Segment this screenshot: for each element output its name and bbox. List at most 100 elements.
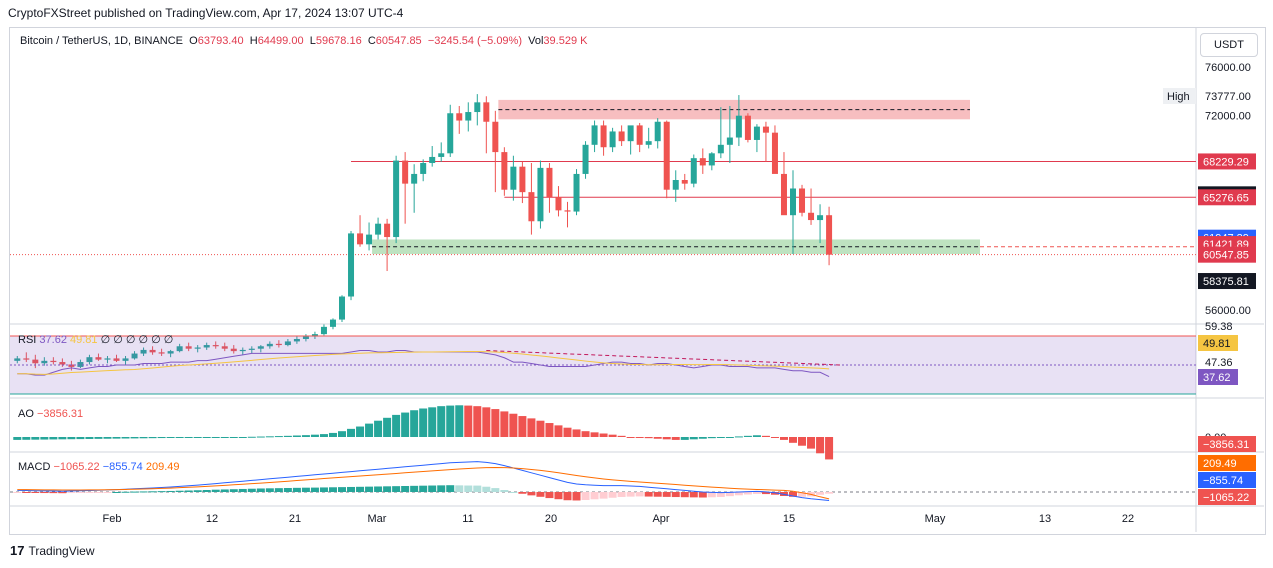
time-tick-label: 21 [289, 513, 301, 525]
candle-body [600, 125, 607, 148]
candle-body [375, 223, 382, 235]
candle-body [41, 360, 48, 364]
macd-histogram-bar [572, 492, 581, 501]
ao-bar [464, 405, 473, 437]
candle-body [257, 346, 264, 349]
vol-value: 39.529 K [543, 35, 588, 47]
vol-label: Vol [528, 35, 544, 47]
candle-body [393, 160, 400, 238]
ao-bar [455, 405, 464, 437]
time-tick-label: 22 [1122, 513, 1134, 525]
ao-bar [265, 436, 274, 438]
ao-bar [383, 417, 392, 437]
candle-body [248, 348, 255, 350]
close-label: C [367, 35, 376, 47]
ao-legend[interactable]: AO −3856.31 [18, 408, 83, 420]
ao-bar [211, 437, 220, 438]
candle-body [221, 346, 228, 349]
macd-histogram-bar [392, 486, 401, 492]
macd-histogram-bar [94, 492, 103, 493]
price-tick-label: 76000.00 [1205, 62, 1251, 74]
macd-histogram-bar [310, 487, 319, 492]
macd-histogram-bar [816, 492, 825, 495]
ao-bar [94, 437, 103, 439]
candle-body [149, 349, 156, 353]
ao-bar [220, 437, 229, 438]
ao-bar [536, 420, 545, 437]
candle-body [790, 188, 796, 216]
ao-bar [310, 434, 319, 437]
rsi-value-text: 49.81 [1203, 338, 1231, 350]
macd-histogram-bar [211, 489, 220, 492]
macd-legend[interactable]: MACD −1065.22 −855.74 209.49 [18, 461, 180, 473]
rsi-placeholders: ∅ ∅ ∅ ∅ ∅ ∅ [100, 334, 174, 346]
macd-histogram-bar [175, 490, 184, 492]
ao-bar [283, 435, 292, 437]
chart-frame[interactable] [9, 27, 1266, 535]
macd-histogram-bar [437, 485, 446, 492]
macd-histogram-bar [789, 492, 797, 497]
candle-body [185, 346, 192, 349]
candle-body [86, 357, 93, 363]
ao-bar [752, 435, 761, 437]
time-tick-label: 12 [206, 513, 218, 525]
high-label: H [249, 35, 258, 47]
ao-bar [247, 436, 256, 438]
symbol-name[interactable]: Bitcoin / TetherUS, 1D, BINANCE [20, 35, 184, 47]
candle-body [384, 223, 391, 238]
close-value: 60547.85 [375, 35, 422, 47]
candle-body [456, 113, 463, 121]
macd-histogram-bar [798, 492, 807, 497]
ao-bar [617, 435, 626, 437]
candle-body [717, 144, 724, 154]
macd-histogram-bar [743, 492, 752, 495]
resistance-zone [498, 99, 970, 120]
macd-histogram-bar [536, 492, 545, 497]
ao-bar [103, 437, 112, 439]
candle-body [726, 137, 733, 145]
macd-value-box [1198, 455, 1256, 471]
tradingview-footer[interactable]: 17 TradingView [10, 543, 95, 558]
candle-body [465, 112, 472, 121]
candle-body [140, 349, 147, 354]
symbol-legend: Bitcoin / TetherUS, 1D, BINANCE O63793.4… [20, 35, 587, 47]
macd-histogram-bar [31, 492, 40, 493]
candle-body [582, 144, 589, 174]
candle-body [808, 212, 815, 221]
candle-body [564, 210, 571, 212]
candle-body [302, 336, 309, 339]
open-value: 63793.40 [197, 35, 244, 47]
candle-body [95, 357, 102, 360]
macd-histogram-bar [76, 492, 85, 493]
macd-histogram-bar [356, 486, 365, 492]
ao-bar [518, 416, 527, 437]
macd-histogram-bar [545, 492, 554, 499]
ao-bar [67, 437, 76, 440]
time-tick-label: May [925, 513, 946, 525]
rsi-legend[interactable]: RSI 37.62 49.81 ∅ ∅ ∅ ∅ ∅ ∅ [18, 333, 173, 346]
candle-body [447, 113, 454, 154]
candle-body [320, 326, 327, 335]
price-label-box [1198, 153, 1256, 170]
candle-body [817, 215, 824, 221]
macd-histogram-bar [103, 492, 112, 493]
currency-button[interactable]: USDT [1200, 33, 1258, 57]
candle-body [573, 173, 580, 212]
ao-bar [680, 437, 689, 440]
candle-body [50, 360, 57, 363]
ao-bar [157, 437, 166, 439]
candle-body [32, 359, 39, 364]
low-label: L [309, 35, 316, 47]
candle-body [645, 141, 652, 145]
ao-bar [509, 413, 518, 437]
time-tick-label: 20 [545, 513, 557, 525]
ao-bar [347, 428, 356, 437]
candle-body [771, 132, 778, 174]
ao-bar [392, 414, 401, 437]
macd-histogram-bar [590, 492, 599, 500]
ao-bar [798, 437, 807, 446]
macd-histogram-bar [617, 492, 626, 497]
high-marker-value: 73777.00 [1205, 91, 1251, 103]
macd-histogram-bar [689, 492, 698, 498]
